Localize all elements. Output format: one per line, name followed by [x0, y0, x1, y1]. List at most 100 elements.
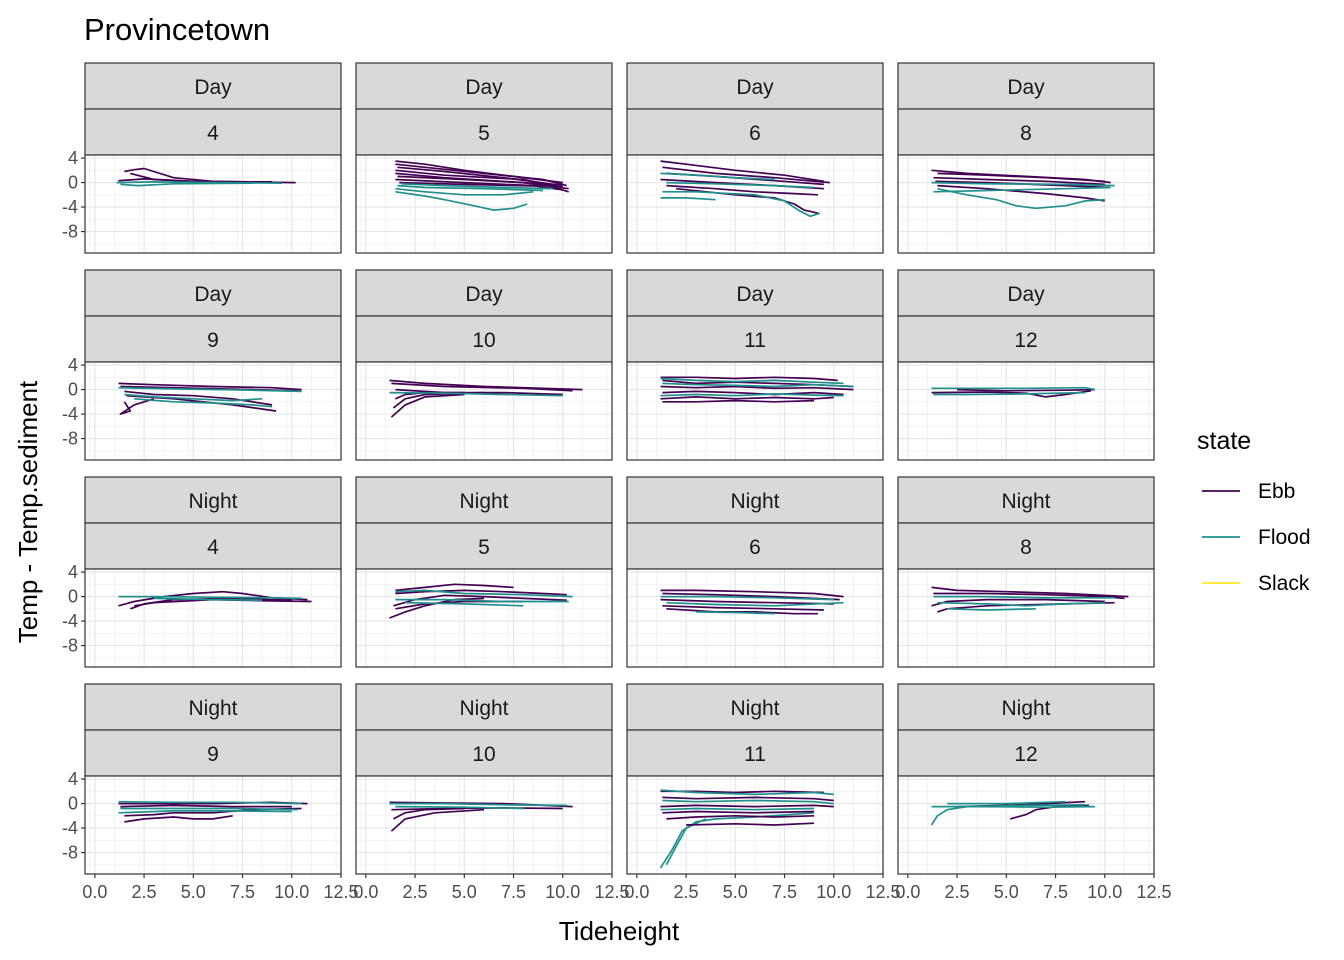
facet-panel: Night 11 — [626, 683, 884, 875]
series-line-flood — [405, 601, 524, 607]
series-line-ebb — [130, 172, 273, 183]
series-line-ebb — [666, 184, 819, 196]
series-line-ebb — [660, 385, 854, 391]
facet-strip-outer — [897, 62, 1155, 110]
legend: state Ebb Flood Slack — [1197, 427, 1311, 595]
facet-panel: Day 6 — [626, 62, 884, 254]
facet-strip-inner — [626, 522, 884, 570]
facet-strip-label: 8 — [1020, 536, 1032, 559]
facet-strip-label: 4 — [207, 122, 219, 145]
facet-strip-label: 11 — [744, 329, 766, 352]
x-tick-label: 10.0 — [1087, 882, 1122, 902]
facet-strip-label: 6 — [749, 122, 761, 145]
series-line-flood — [660, 172, 775, 181]
series-line-ebb — [393, 594, 567, 607]
x-tick-label: 0.0 — [624, 882, 649, 902]
facet-strip-outer — [626, 476, 884, 524]
facet-strip-inner — [626, 729, 884, 777]
series-line-ebb — [124, 814, 233, 823]
series-line-flood — [937, 601, 1105, 607]
x-tick-label: 2.5 — [945, 882, 970, 902]
facet-strip-label: Day — [736, 283, 774, 306]
series-line-ebb — [662, 810, 815, 814]
facet-panel: Day 4 4 0 -4 -8 — [62, 62, 342, 254]
series-line-flood — [118, 800, 302, 805]
facet-strip-outer — [626, 683, 884, 731]
x-tick-label: 10.0 — [274, 882, 309, 902]
series-line-flood — [662, 382, 854, 388]
series-line-flood — [395, 805, 524, 810]
facet-strip-label: 10 — [472, 743, 495, 766]
facet-strip-label: 9 — [207, 743, 219, 766]
y-tick-label: -4 — [62, 611, 78, 631]
facet-strip-inner — [897, 729, 1155, 777]
series-line-flood — [947, 800, 1066, 805]
facet-strip-label: 9 — [207, 329, 219, 352]
x-tick-label: 5.0 — [181, 882, 206, 902]
x-tick-label: 12.5 — [323, 882, 358, 902]
facet-strip-inner — [897, 108, 1155, 156]
series-line-ebb — [395, 589, 567, 596]
facet-panel: Night 8 — [897, 476, 1155, 668]
facet-strip-inner — [355, 315, 613, 363]
series-line-flood — [134, 397, 273, 408]
facet-strip-outer — [626, 62, 884, 110]
facet-strip-label: Night — [730, 490, 779, 513]
facet-strip-outer — [355, 62, 613, 110]
series-line-flood — [153, 597, 263, 602]
series-line-ebb — [118, 382, 302, 391]
x-tick-label: 10.0 — [545, 882, 580, 902]
facet-strip-inner — [626, 315, 884, 363]
series-line-ebb — [662, 390, 844, 396]
series-line-flood — [931, 805, 1095, 809]
panel-border — [355, 154, 613, 254]
series-line-flood — [660, 377, 844, 385]
y-tick-label: 4 — [68, 355, 78, 375]
series-line-ebb — [662, 604, 824, 611]
panel-border — [897, 361, 1155, 461]
x-tick-label: 7.5 — [230, 882, 255, 902]
x-tick-label: 7.5 — [1043, 882, 1068, 902]
series-line-flood — [695, 611, 775, 615]
facet-panel: Day 8 — [897, 62, 1155, 254]
facet-strip-outer — [897, 683, 1155, 731]
y-tick-label: -4 — [62, 404, 78, 424]
x-axis: 0.0 2.5 5.0 7.5 10.0 12.50.0 2.5 5.0 7.5 10.0 12.5… — [82, 874, 1172, 902]
x-tick-label: 5.0 — [452, 882, 477, 902]
series-line-ebb — [660, 160, 825, 183]
series-line-flood — [662, 190, 821, 218]
series-line-ebb — [686, 822, 815, 826]
facet-strip-inner — [84, 522, 342, 570]
series-line-ebb — [395, 583, 514, 592]
facet-strip-outer — [897, 476, 1155, 524]
series-line-flood — [120, 807, 298, 811]
x-tick-label: 12.5 — [1136, 882, 1171, 902]
facet-strip-inner — [355, 522, 613, 570]
facet-panel: Day 11 — [626, 269, 884, 461]
legend-keys: Ebb Flood Slack — [1202, 480, 1311, 595]
facet-strip-inner — [897, 522, 1155, 570]
series-line-flood — [660, 595, 834, 601]
legend-label-ebb: Ebb — [1258, 480, 1295, 503]
series-line-ebb — [662, 796, 834, 802]
x-tick-label: 2.5 — [132, 882, 157, 902]
series-line-flood — [124, 393, 263, 402]
y-tick-label: 4 — [68, 769, 78, 789]
facet-strip-label: Night — [1001, 697, 1050, 720]
series-line-ebb — [390, 393, 465, 418]
facet-panel: Day 12 — [897, 269, 1155, 461]
y-tick-label: -8 — [62, 636, 78, 656]
panel-border — [84, 361, 342, 461]
facet-strip-label: Night — [459, 697, 508, 720]
y-tick-label: -4 — [62, 818, 78, 838]
legend-label-slack: Slack — [1258, 572, 1310, 595]
panel-border — [626, 154, 884, 254]
series-line-flood — [395, 190, 528, 211]
facet-panel: Night 9 4 0 -4 -8 — [62, 683, 342, 875]
series-line-ebb — [662, 166, 830, 184]
series-line-flood — [937, 187, 1105, 210]
series-line-flood — [118, 595, 302, 600]
facet-panels: Day440-4-8Day5Day6Day8Day940-4-8Day10Day… — [62, 62, 1155, 875]
series-line-flood — [666, 601, 844, 607]
series-line-flood — [120, 182, 253, 187]
